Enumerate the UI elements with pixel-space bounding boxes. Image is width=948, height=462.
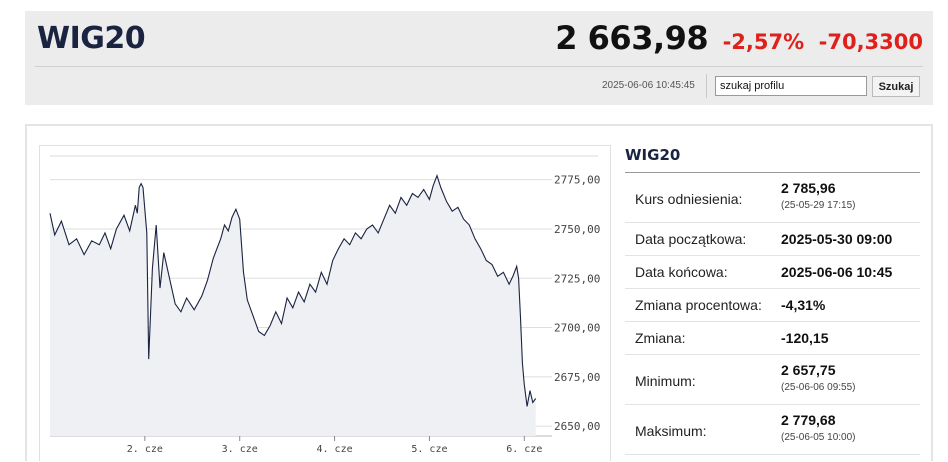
toolbar-separator xyxy=(706,74,707,98)
info-label: Zmiana procentowa: xyxy=(635,297,762,313)
info-value: -4,31% xyxy=(781,297,826,313)
info-value: -120,15 xyxy=(781,330,829,346)
x-tick-label: 6. cze xyxy=(506,444,542,455)
info-value: 2 785,96 xyxy=(781,180,836,196)
profile-search-input[interactable] xyxy=(715,76,867,96)
info-row-change-percent: Zmiana procentowa: -4,31% xyxy=(625,289,920,322)
info-row-maximum: Maksimum: 2 779,68 (25-06-05 10:00) xyxy=(625,405,920,455)
change-absolute: -70,3300 xyxy=(818,30,923,54)
quote-summary: 2 663,98 -2,57% -70,3300 xyxy=(555,19,923,57)
current-price: 2 663,98 xyxy=(555,19,709,57)
y-tick-label: 2650,00 xyxy=(554,420,600,433)
y-tick-label: 2750,00 xyxy=(554,223,600,236)
quote-header: WIG20 2 663,98 -2,57% -70,3300 2025-06-0… xyxy=(25,11,933,105)
info-label: Data końcowa: xyxy=(635,264,728,280)
info-label: Maksimum: xyxy=(635,423,707,439)
info-value: 2 779,68 xyxy=(781,412,836,428)
info-value: 2025-05-30 09:00 xyxy=(781,231,893,247)
header-divider xyxy=(35,66,923,67)
info-table: WIG20 Kurs odniesienia: 2 785,96 (25-05-… xyxy=(625,146,920,455)
info-row-start-date: Data początkowa: 2025-05-30 09:00 xyxy=(625,223,920,256)
y-tick-label: 2775,00 xyxy=(554,174,600,187)
info-label: Minimum: xyxy=(635,373,696,389)
info-row-end-date: Data końcowa: 2025-06-06 10:45 xyxy=(625,256,920,289)
info-subvalue: (25-05-29 17:15) xyxy=(781,200,856,211)
info-row-minimum: Minimum: 2 657,75 (25-06-06 09:55) xyxy=(625,355,920,405)
change-percent: -2,57% xyxy=(722,30,805,54)
info-label: Data początkowa: xyxy=(635,231,747,247)
series-line xyxy=(49,174,537,407)
x-tick-label: 5. cze xyxy=(411,444,447,455)
info-subvalue: (25-06-06 09:55) xyxy=(781,382,856,393)
ticker-symbol: WIG20 xyxy=(37,21,146,56)
info-label: Kurs odniesienia: xyxy=(635,191,743,207)
info-row-reference: Kurs odniesienia: 2 785,96 (25-05-29 17:… xyxy=(625,173,920,223)
info-value: 2 657,75 xyxy=(781,362,836,378)
price-chart: 2650,00 2675,00 2700,00 2725,00 2750,00 2775,… xyxy=(39,145,611,461)
price-chart-svg: 2650,00 2675,00 2700,00 2725,00 2750,00 2775,… xyxy=(49,155,600,455)
x-tick-label: 3. cze xyxy=(222,444,258,455)
quote-timestamp: 2025-06-06 10:45:45 xyxy=(602,80,695,91)
info-row-change: Zmiana: -120,15 xyxy=(625,322,920,355)
x-tick-label: 4. cze xyxy=(317,444,353,455)
info-title: WIG20 xyxy=(625,146,920,173)
y-tick-label: 2700,00 xyxy=(554,322,600,335)
series-area xyxy=(50,175,536,436)
y-tick-label: 2725,00 xyxy=(554,272,600,285)
y-tick-label: 2675,00 xyxy=(554,371,600,384)
search-button[interactable]: Szukaj xyxy=(872,76,920,97)
info-value: 2025-06-06 10:45 xyxy=(781,264,893,280)
info-label: Zmiana: xyxy=(635,330,686,346)
info-subvalue: (25-06-05 10:00) xyxy=(781,432,856,443)
x-tick-label: 2. cze xyxy=(127,444,163,455)
